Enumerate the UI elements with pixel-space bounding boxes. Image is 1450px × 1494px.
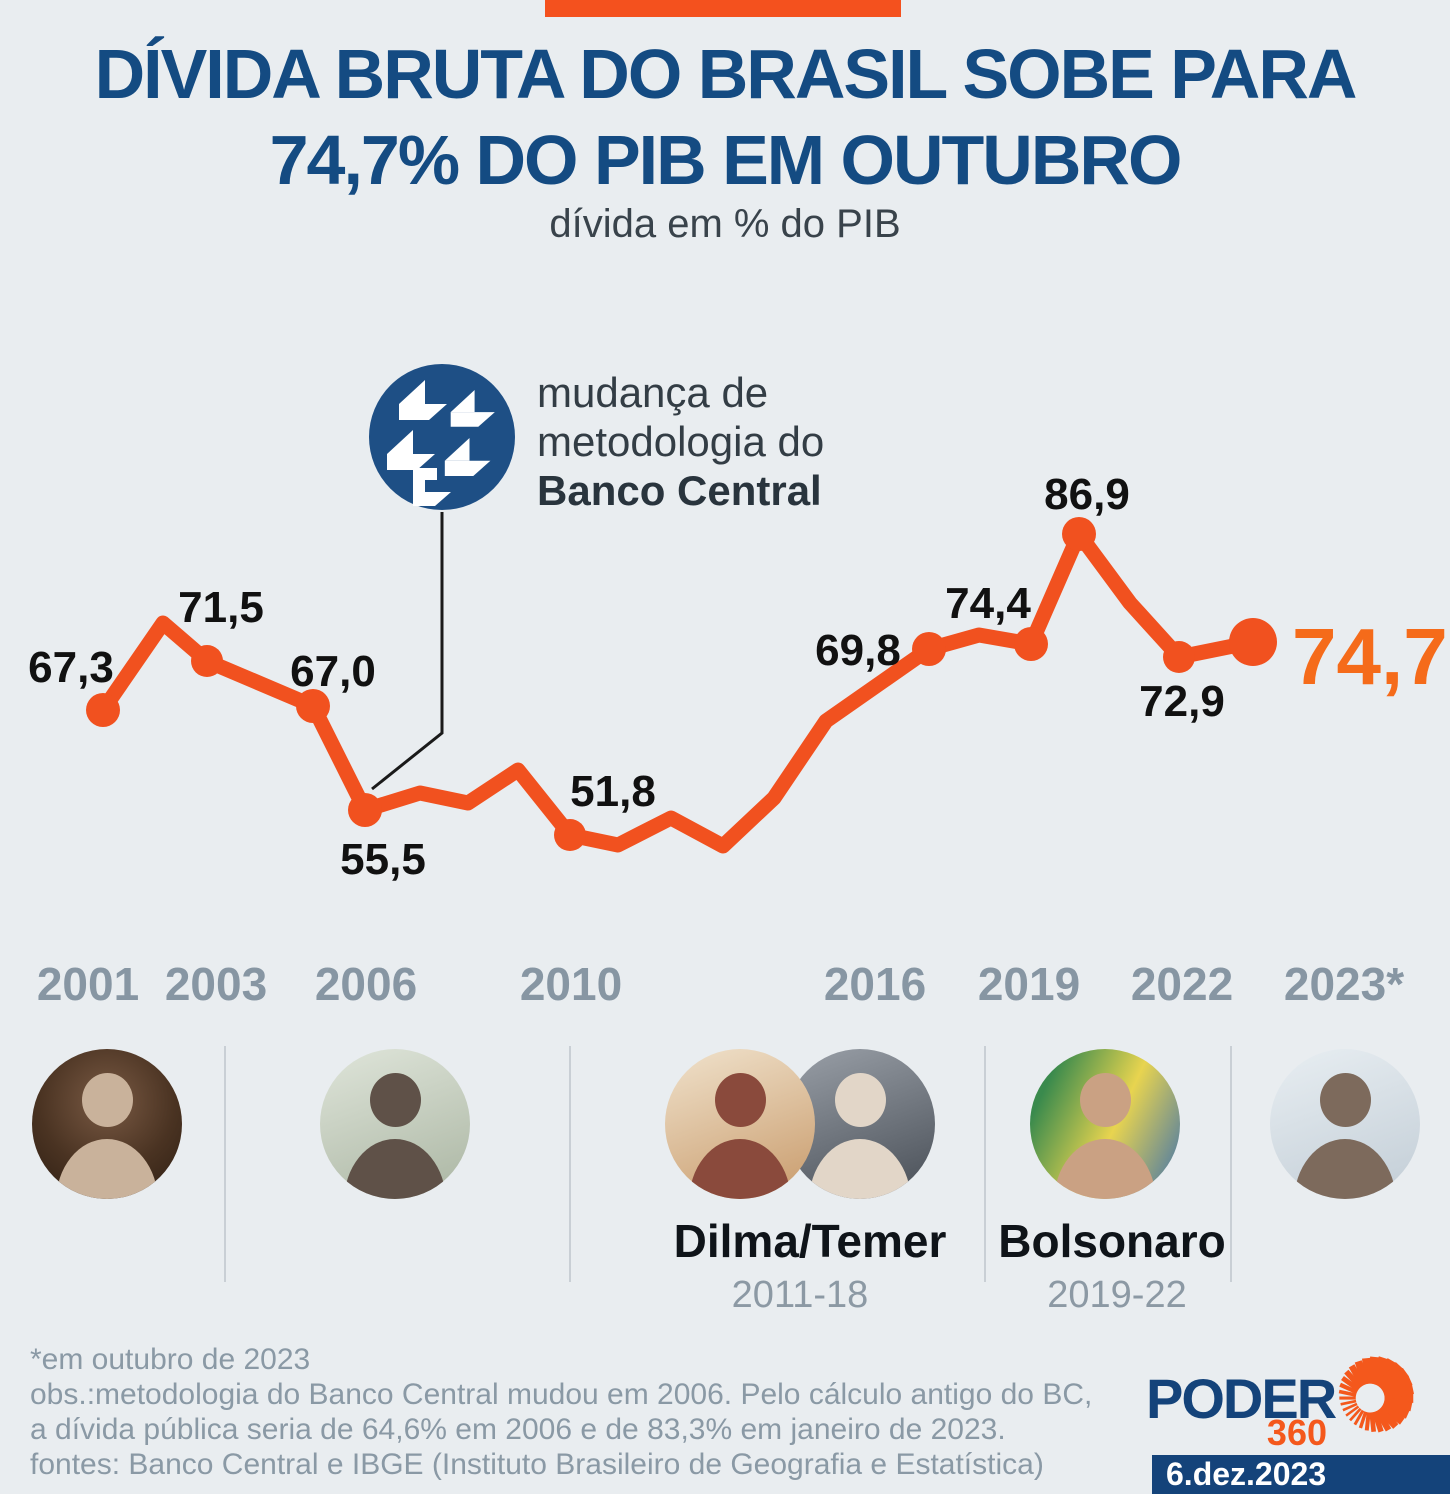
sunburst-ray: [1383, 1384, 1414, 1400]
data-point-label: 74,4: [945, 579, 1031, 628]
data-point-label: 55,5: [340, 835, 426, 884]
sunburst-ray: [1344, 1369, 1363, 1390]
sunburst-ray: [1348, 1364, 1366, 1388]
x-tick-label: 2023*: [1284, 958, 1404, 1010]
lula-photo: [320, 1049, 470, 1199]
x-tick-label: 2006: [315, 958, 417, 1010]
person-silhouette-icon: [834, 1073, 886, 1127]
footnote-line3: a dívida pública seria de 64,6% em 2006 …: [30, 1413, 1006, 1446]
data-point-label: 67,3: [28, 643, 114, 692]
divider: [224, 1046, 226, 1282]
sunburst-ray: [1345, 1405, 1360, 1417]
sunburst-ray: [1339, 1382, 1358, 1395]
person-silhouette-icon: [369, 1073, 421, 1127]
data-point-marker: [1062, 517, 1096, 551]
fhc-photo: [32, 1049, 182, 1199]
sunburst-ray: [1374, 1408, 1392, 1432]
sunburst-ray: [1364, 1412, 1371, 1431]
sunburst-ray: [1369, 1412, 1377, 1432]
sunburst-ray: [1342, 1402, 1358, 1412]
page-title-line1: DÍVIDA BRUTA DO BRASIL SOBE PARA: [94, 35, 1358, 113]
data-point-label: 71,5: [178, 583, 264, 632]
dilma-photo: [665, 1049, 815, 1199]
callout-line2: metodologia do: [537, 418, 825, 465]
dilma-temer-label: Dilma/Temer: [673, 1215, 947, 1267]
sunburst-ray: [1353, 1409, 1365, 1426]
person-silhouette-icon: [1054, 1139, 1156, 1199]
footnote-line1: *em outubro de 2023: [30, 1343, 311, 1376]
footnote-line2: obs.:metodologia do Banco Central mudou …: [30, 1378, 1093, 1411]
x-tick-label: 2022: [1131, 958, 1233, 1010]
person-silhouette-icon: [1319, 1073, 1371, 1127]
x-tick-label: 2010: [520, 958, 622, 1010]
x-tick-label: 2016: [824, 958, 926, 1010]
poder360-sunburst-icon: [1338, 1356, 1414, 1433]
sunburst-ray: [1358, 1411, 1368, 1429]
data-point-label: 72,9: [1139, 677, 1225, 726]
data-point-marker: [912, 632, 946, 666]
sunburst-ray: [1377, 1406, 1399, 1429]
data-point-label: 86,9: [1044, 470, 1130, 519]
data-point-marker: [348, 793, 382, 827]
bolsonaro-label: Bolsonaro: [998, 1215, 1226, 1267]
divider: [1230, 1046, 1232, 1282]
page-title-line2: 74,7% DO PIB EM OUTUBRO: [269, 121, 1183, 199]
data-point-marker: [1014, 627, 1048, 661]
methodology-callout: mudança de metodologia do Banco Central: [537, 368, 824, 515]
data-point-label: 67,0: [290, 647, 376, 696]
person-silhouette-icon: [56, 1139, 158, 1199]
person-silhouette-icon: [1079, 1073, 1131, 1127]
latest-value-label: 74,7: [1292, 612, 1448, 701]
callout-line3: Banco Central: [537, 467, 822, 514]
x-tick-label: 2003: [165, 958, 267, 1010]
bolsonaro-period: 2019-22: [1047, 1274, 1187, 1316]
divider: [984, 1046, 986, 1282]
bolsonaro-photo: [1030, 1049, 1180, 1199]
data-point-marker: [554, 819, 586, 851]
lula-2023-photo: [1270, 1049, 1420, 1199]
callout-line1: mudança de: [537, 369, 769, 416]
divider: [569, 1046, 571, 1282]
sunburst-ray: [1379, 1403, 1405, 1425]
footnote-line4: fontes: Banco Central e IBGE (Instituto …: [30, 1448, 1044, 1481]
poder360-wordmark-360: 360: [1266, 1412, 1327, 1453]
date-badge: 6.dez.2023: [1152, 1455, 1450, 1494]
data-point-marker: [1163, 641, 1195, 673]
sunburst-ray: [1340, 1399, 1357, 1406]
footnotes: *em outubro de 2023 obs.:metodologia do …: [30, 1342, 1092, 1482]
accent-top-bar: [545, 0, 901, 17]
methodology-callout-line: [371, 512, 444, 791]
sunburst-ray: [1372, 1410, 1384, 1433]
poder360-wordmark: PODER: [1146, 1367, 1337, 1430]
data-point-marker: [86, 693, 120, 727]
x-tick-label: 2001: [37, 958, 139, 1010]
data-point-marker: [191, 645, 223, 677]
person-silhouette-icon: [344, 1139, 446, 1199]
person-silhouette-icon: [1294, 1139, 1396, 1199]
data-point-marker: [1229, 618, 1277, 666]
person-silhouette-icon: [809, 1139, 911, 1199]
dilma-temer-period: 2011-18: [731, 1274, 869, 1316]
sunburst-ray: [1338, 1389, 1357, 1397]
person-silhouette-icon: [714, 1073, 766, 1127]
sunburst-ray: [1349, 1407, 1362, 1422]
x-tick-label: 2019: [978, 958, 1080, 1010]
person-silhouette-icon: [81, 1073, 133, 1127]
debt-line: [95, 526, 1261, 854]
banco-central-logo-icon: [369, 364, 515, 510]
sunburst-ray: [1381, 1400, 1410, 1419]
sunburst-ray: [1341, 1376, 1360, 1392]
data-point-label: 51,8: [570, 767, 656, 816]
data-point-label: 69,8: [815, 626, 901, 675]
data-point-marker: [296, 689, 330, 723]
chart-subtitle: dívida em % do PIB: [549, 202, 901, 246]
person-silhouette-icon: [689, 1139, 791, 1199]
